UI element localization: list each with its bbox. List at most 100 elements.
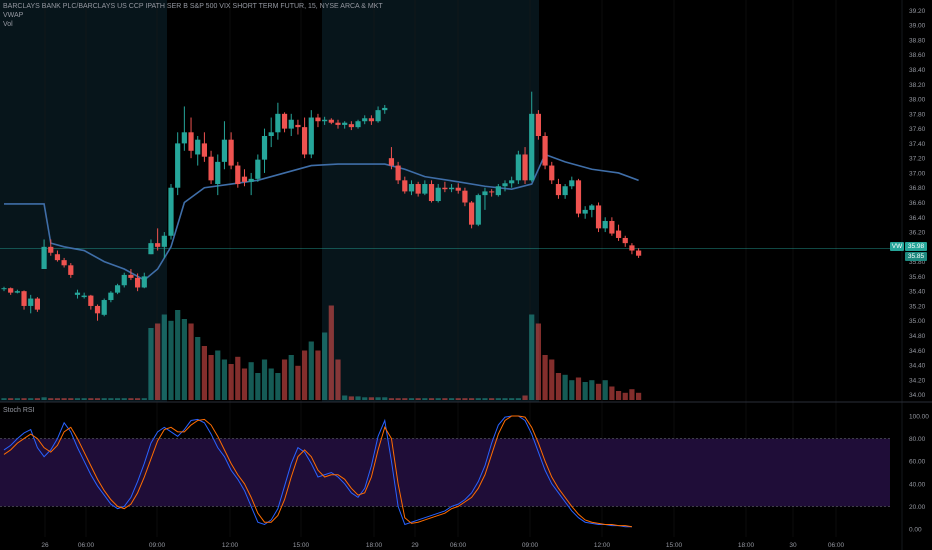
candle-body <box>188 132 194 151</box>
candle-body <box>94 305 101 314</box>
price-tick-label: 37.20 <box>909 156 926 163</box>
volume-bar <box>382 397 388 400</box>
candle-body <box>34 298 40 310</box>
candle-body <box>108 292 114 301</box>
volume-bar <box>48 398 54 400</box>
candle-body <box>54 254 61 261</box>
price-tick-label: 38.80 <box>909 37 926 44</box>
volume-legend-label[interactable]: Vol <box>3 21 13 28</box>
candle-body <box>475 195 481 225</box>
candle-body <box>402 180 408 192</box>
time-axis-label: 06:00 <box>78 542 95 549</box>
price-tick-label: 34.20 <box>909 377 926 384</box>
candle-body <box>201 143 207 157</box>
volume-bar <box>248 362 254 400</box>
price-tick-label: 37.60 <box>909 126 926 133</box>
candle-body <box>575 180 582 214</box>
candle-body <box>375 110 381 122</box>
volume-bar <box>408 398 415 400</box>
candle-body <box>221 139 228 162</box>
time-axis-label: 09:00 <box>522 542 539 549</box>
candle-body <box>382 107 388 111</box>
volume-bar <box>1 398 7 400</box>
candle-body <box>502 183 508 187</box>
volume-bar <box>448 398 455 400</box>
rsi-tick-label: 100.00 <box>909 414 929 421</box>
rsi-band <box>0 438 890 507</box>
candle-body <box>128 274 134 278</box>
volume-bar <box>595 383 602 400</box>
candle-body <box>148 243 154 255</box>
volume-bar <box>388 398 395 400</box>
candle-body <box>428 184 435 202</box>
volume-bar <box>469 398 475 400</box>
stoch-rsi-series-1 <box>3 415 633 528</box>
stoch-rsi-title[interactable]: Stoch RSI <box>3 407 35 414</box>
candle-body <box>415 184 421 194</box>
candle-body <box>348 124 354 128</box>
candle-body <box>636 250 642 256</box>
volume-bar <box>562 374 568 400</box>
volume-bar <box>101 398 107 400</box>
price-tick-label: 39.20 <box>909 8 926 15</box>
volume-bar <box>355 396 361 400</box>
candle-body <box>422 184 428 194</box>
vwap-legend-label[interactable]: VWAP <box>3 12 24 19</box>
candle-body <box>168 187 174 236</box>
volume-bar <box>235 356 241 400</box>
volume-bar <box>141 398 147 400</box>
vwap-line <box>4 153 639 282</box>
price-tick-label: 34.40 <box>909 363 926 370</box>
candle-body <box>255 159 261 179</box>
time-axis-label: 29 <box>411 542 419 549</box>
candle-body <box>462 190 468 203</box>
volume-bar <box>121 398 127 400</box>
volume-bar <box>535 323 541 400</box>
candle-body <box>569 180 575 187</box>
candle-body <box>208 156 214 181</box>
volume-bar <box>114 398 121 400</box>
candle-body <box>181 132 187 144</box>
price-tick-label: 35.20 <box>909 303 926 310</box>
price-tick-label: 39.00 <box>909 23 926 30</box>
candle-body <box>469 202 475 225</box>
volume-bar <box>522 395 528 400</box>
candle-body <box>228 139 234 166</box>
vwap-price-tag: VW <box>890 242 904 251</box>
price-tick-label: 35.60 <box>909 274 926 281</box>
volume-bar <box>315 350 321 400</box>
symbol-title[interactable]: BARCLAYS BANK PLC/BARCLAYS US CCP IPATH … <box>3 3 383 10</box>
volume-bar <box>489 398 495 400</box>
time-axis-label: 26 <box>41 542 49 549</box>
volume-bar <box>428 398 435 400</box>
candle-body <box>155 243 161 247</box>
time-axis-label: 06:00 <box>450 542 467 549</box>
candle-body <box>602 220 608 229</box>
volume-bar <box>475 398 481 400</box>
volume-bar <box>422 398 428 400</box>
rsi-tick-label: 0.00 <box>909 527 922 534</box>
volume-bar <box>161 314 167 400</box>
candle-body <box>549 165 555 181</box>
price-tick-label: 38.00 <box>909 97 926 104</box>
candle-body <box>342 122 348 125</box>
volume-bar <box>275 373 281 400</box>
rsi-tick-label: 80.00 <box>909 436 926 443</box>
last-price-tag: 35.85 <box>905 252 927 261</box>
candle-body <box>482 191 488 196</box>
volume-bar <box>615 391 622 400</box>
price-tick-label: 35.40 <box>909 289 926 296</box>
volume-bar <box>629 389 635 400</box>
volume-bar <box>549 359 555 400</box>
volume-bar <box>495 398 501 400</box>
candle-body <box>61 260 67 266</box>
candle-body <box>448 187 455 190</box>
time-axis-label: 09:00 <box>149 542 166 549</box>
volume-bar <box>295 365 301 400</box>
rsi-tick-label: 60.00 <box>909 459 926 466</box>
volume-bar <box>215 350 221 400</box>
candle-body <box>308 117 314 155</box>
candle-body <box>135 277 141 288</box>
volume-bar <box>81 398 87 400</box>
